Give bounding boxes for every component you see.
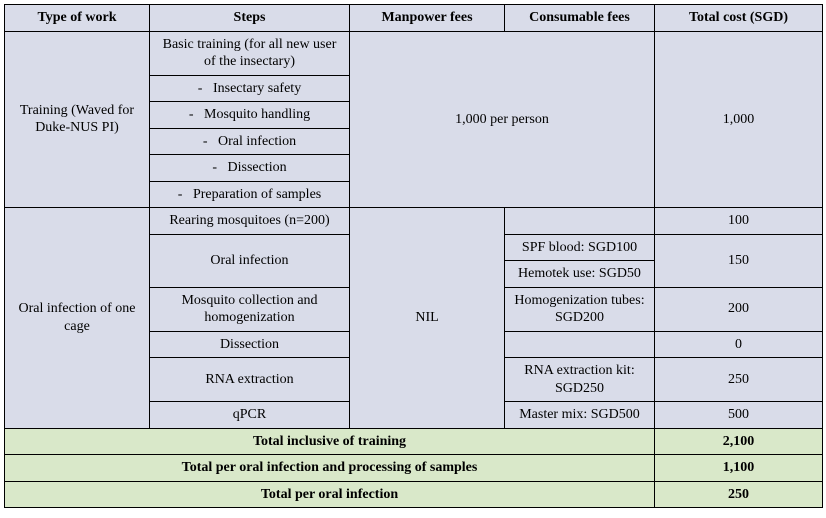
oral-step-qpcr: qPCR bbox=[150, 402, 350, 429]
h-steps: Steps bbox=[150, 5, 350, 32]
oral-total-homog: 200 bbox=[655, 287, 823, 331]
oral-step-rna: RNA extraction bbox=[150, 358, 350, 402]
training-step-3: Oral infection bbox=[150, 128, 350, 155]
total-per-oral-proc: Total per oral infection and processing … bbox=[5, 455, 823, 482]
training-total: 1,000 bbox=[655, 31, 823, 208]
oral-step-rear: Rearing mosquitoes (n=200) bbox=[150, 208, 350, 235]
training-step-5: Preparation of samples bbox=[150, 181, 350, 208]
oral-total-dissect: 0 bbox=[655, 331, 823, 358]
oral-cons-spf: SPF blood: SGD100 bbox=[505, 234, 655, 261]
total-inc-training-value: 2,100 bbox=[655, 428, 823, 455]
oral-cons-rear bbox=[505, 208, 655, 235]
h-cons: Consumable fees bbox=[505, 5, 655, 32]
total-per-oral-proc-value: 1,100 bbox=[655, 455, 823, 482]
training-step-0: Basic training (for all new user of the … bbox=[150, 31, 350, 75]
training-step-1: Insectary safety bbox=[150, 75, 350, 102]
header-row: Type of work Steps Manpower fees Consuma… bbox=[5, 5, 823, 32]
total-inc-training: Total inclusive of training 2,100 bbox=[5, 428, 823, 455]
training-step-2: Mosquito handling bbox=[150, 102, 350, 129]
oral-manpower: NIL bbox=[350, 208, 505, 429]
oral-cons-dissect bbox=[505, 331, 655, 358]
oral-cons-qpcr: Master mix: SGD500 bbox=[505, 402, 655, 429]
oral-step-dissect: Dissection bbox=[150, 331, 350, 358]
total-per-oral: Total per oral infection 250 bbox=[5, 481, 823, 508]
oral-cons-hemotek: Hemotek use: SGD50 bbox=[505, 261, 655, 288]
training-step-4: Dissection bbox=[150, 155, 350, 182]
oral-total-rna: 250 bbox=[655, 358, 823, 402]
oral-cons-homog: Homogenization tubes: SGD200 bbox=[505, 287, 655, 331]
oral-total-oi: 150 bbox=[655, 234, 823, 287]
cost-table: Type of work Steps Manpower fees Consuma… bbox=[4, 4, 823, 508]
oral-total-rear: 100 bbox=[655, 208, 823, 235]
oral-row-rearing: Oral infection of one cage Rearing mosqu… bbox=[5, 208, 823, 235]
h-man: Manpower fees bbox=[350, 5, 505, 32]
oral-total-qpcr: 500 bbox=[655, 402, 823, 429]
h-total: Total cost (SGD) bbox=[655, 5, 823, 32]
oral-step-oi: Oral infection bbox=[150, 234, 350, 287]
total-per-oral-label: Total per oral infection bbox=[5, 481, 655, 508]
total-inc-training-label: Total inclusive of training bbox=[5, 428, 655, 455]
oral-type: Oral infection of one cage bbox=[5, 208, 150, 429]
training-type: Training (Waved for Duke-NUS PI) bbox=[5, 31, 150, 208]
total-per-oral-value: 250 bbox=[655, 481, 823, 508]
training-fees: 1,000 per person bbox=[350, 31, 655, 208]
total-per-oral-proc-label: Total per oral infection and processing … bbox=[5, 455, 655, 482]
oral-cons-rna: RNA extraction kit: SGD250 bbox=[505, 358, 655, 402]
h-type: Type of work bbox=[5, 5, 150, 32]
training-row-0: Training (Waved for Duke-NUS PI) Basic t… bbox=[5, 31, 823, 75]
oral-step-homog: Mosquito collection and homogenization bbox=[150, 287, 350, 331]
